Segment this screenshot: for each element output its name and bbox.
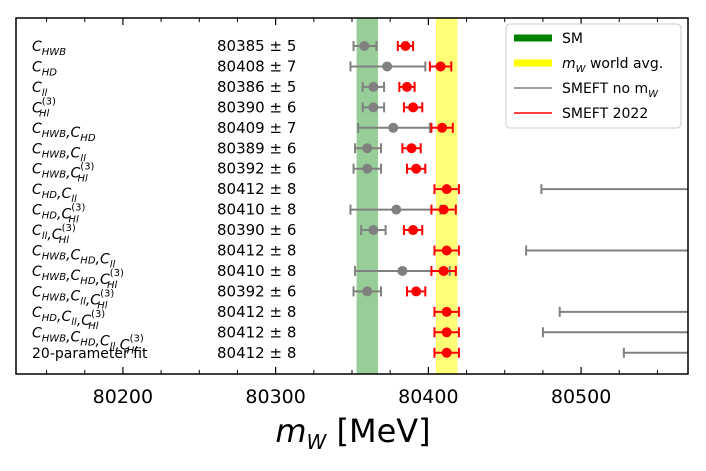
- row-value: 80412 ± 8: [217, 344, 296, 362]
- band-world-avg: [436, 18, 458, 374]
- red-point: [441, 184, 452, 195]
- row-value: 80410 ± 8: [217, 201, 296, 219]
- row-label: 20-parameter fit: [32, 346, 148, 362]
- row-value: 80390 ± 6: [217, 98, 296, 116]
- gray-point: [391, 204, 402, 215]
- red-point: [408, 225, 419, 236]
- gray-point: [362, 163, 373, 174]
- row-label: CHD: [32, 59, 57, 78]
- row-16: 20-parameter fit 80412 ± 8: [32, 344, 688, 362]
- legend-label: SM: [562, 31, 583, 47]
- row-value: 80412 ± 8: [217, 242, 296, 260]
- row-11: CHWB,CHD,Cll 80412 ± 8: [32, 242, 688, 271]
- row-label: CHWB,CHD,Cll,C(3) Hl: [32, 325, 144, 356]
- x-axis-title: mW [MeV]: [275, 412, 430, 454]
- red-point: [438, 204, 449, 215]
- red-point: [441, 245, 452, 256]
- row-value: 80392 ± 6: [217, 160, 296, 178]
- red-point: [438, 265, 449, 276]
- row-label: CHD,Cll,C(3) Hl: [32, 305, 105, 332]
- band-sm: [356, 18, 378, 374]
- legend-label: SMEFT no mW: [562, 81, 659, 100]
- row-value: 80412 ± 8: [217, 323, 296, 341]
- legend-box: [505, 23, 682, 129]
- gray-point: [362, 143, 373, 154]
- row-15: CHWB,CHD,Cll,C(3) Hl 80412 ± 8: [32, 323, 688, 356]
- row-5: CHWB,CHD 80409 ± 7: [32, 119, 454, 144]
- red-point: [441, 306, 452, 317]
- row-label: Cll: [32, 80, 48, 99]
- row-label: CHWB: [32, 39, 66, 58]
- row-label: Cll,C(3) Hl: [32, 223, 76, 246]
- row-7: CHWB,C(3) Hl 80392 ± 6: [32, 160, 427, 185]
- x-tick-label: 80400: [398, 386, 458, 408]
- gray-point: [362, 286, 373, 297]
- gray-point: [368, 81, 379, 92]
- x-tick-label: 80300: [245, 386, 305, 408]
- red-point: [435, 61, 446, 72]
- gray-point: [368, 225, 379, 236]
- red-point: [406, 143, 417, 154]
- legend-label: SMEFT 2022: [562, 106, 648, 122]
- row-label: CHWB,C(3) Hl: [32, 162, 95, 185]
- gray-point: [388, 122, 399, 133]
- red-point: [437, 122, 448, 133]
- red-point: [441, 347, 452, 358]
- red-point: [441, 327, 452, 338]
- red-point: [400, 41, 411, 51]
- row-6: CHWB,Cll 80389 ± 6: [32, 139, 422, 164]
- row-2: CHD 80408 ± 7: [32, 57, 453, 78]
- row-label: C(3) Hl: [32, 96, 56, 119]
- red-point: [408, 102, 419, 113]
- x-tick-label: 80200: [93, 386, 153, 408]
- row-10: Cll,C(3) Hl 80390 ± 6: [32, 221, 424, 246]
- row-value: 80412 ± 8: [217, 303, 296, 321]
- row-value: 80408 ± 7: [217, 57, 296, 75]
- row-label: CHWB,Cll,C(3) Hl: [32, 284, 114, 311]
- row-13: CHWB,Cll,C(3) Hl 80392 ± 6: [32, 282, 427, 311]
- row-label: CHWB,Cll: [32, 141, 86, 164]
- row-value: 80409 ± 7: [217, 119, 296, 137]
- gray-point: [368, 102, 379, 113]
- row-12: CHWB,CHD,C(3) Hl 80410 ± 8: [32, 262, 457, 291]
- row-value: 80386 ± 5: [217, 78, 296, 96]
- row-value: 80385 ± 5: [217, 37, 296, 55]
- row-label: CHD,Cll: [32, 182, 77, 205]
- row-3: Cll 80386 ± 5: [32, 78, 416, 99]
- bands-layer: [356, 18, 458, 374]
- red-point: [411, 286, 422, 297]
- legend: SM mW world avg. SMEFT no mW SMEFT 2022: [505, 23, 682, 129]
- row-1: CHWB 80385 ± 5: [32, 37, 415, 58]
- legend-label: mW world avg.: [562, 56, 663, 75]
- x-axis: 80200 80300 80400 80500: [46, 18, 658, 408]
- row-value: 80390 ± 6: [217, 221, 296, 239]
- row-value: 80389 ± 6: [217, 139, 296, 157]
- row-9: CHD,C(3) Hl 80410 ± 8: [32, 201, 457, 226]
- row-14: CHD,Cll,C(3) Hl 80412 ± 8: [32, 303, 688, 332]
- row-value: 80410 ± 8: [217, 262, 296, 280]
- row-label: CHD,C(3) Hl: [32, 203, 86, 226]
- x-tick-label: 80500: [551, 386, 611, 408]
- row-label: CHWB,CHD: [32, 121, 96, 144]
- row-4: C(3) Hl 80390 ± 6: [32, 96, 424, 119]
- red-point: [401, 81, 412, 92]
- red-point: [411, 163, 422, 174]
- row-8: CHD,Cll 80412 ± 8: [32, 180, 688, 205]
- row-label: CHWB,CHD,Cll: [32, 244, 116, 271]
- row-label: CHWB,CHD,C(3) Hl: [32, 264, 124, 291]
- row-value: 80412 ± 8: [217, 180, 296, 198]
- row-value: 80392 ± 6: [217, 282, 296, 300]
- gray-point: [397, 265, 408, 276]
- gray-point: [359, 41, 370, 51]
- gray-point: [382, 61, 393, 72]
